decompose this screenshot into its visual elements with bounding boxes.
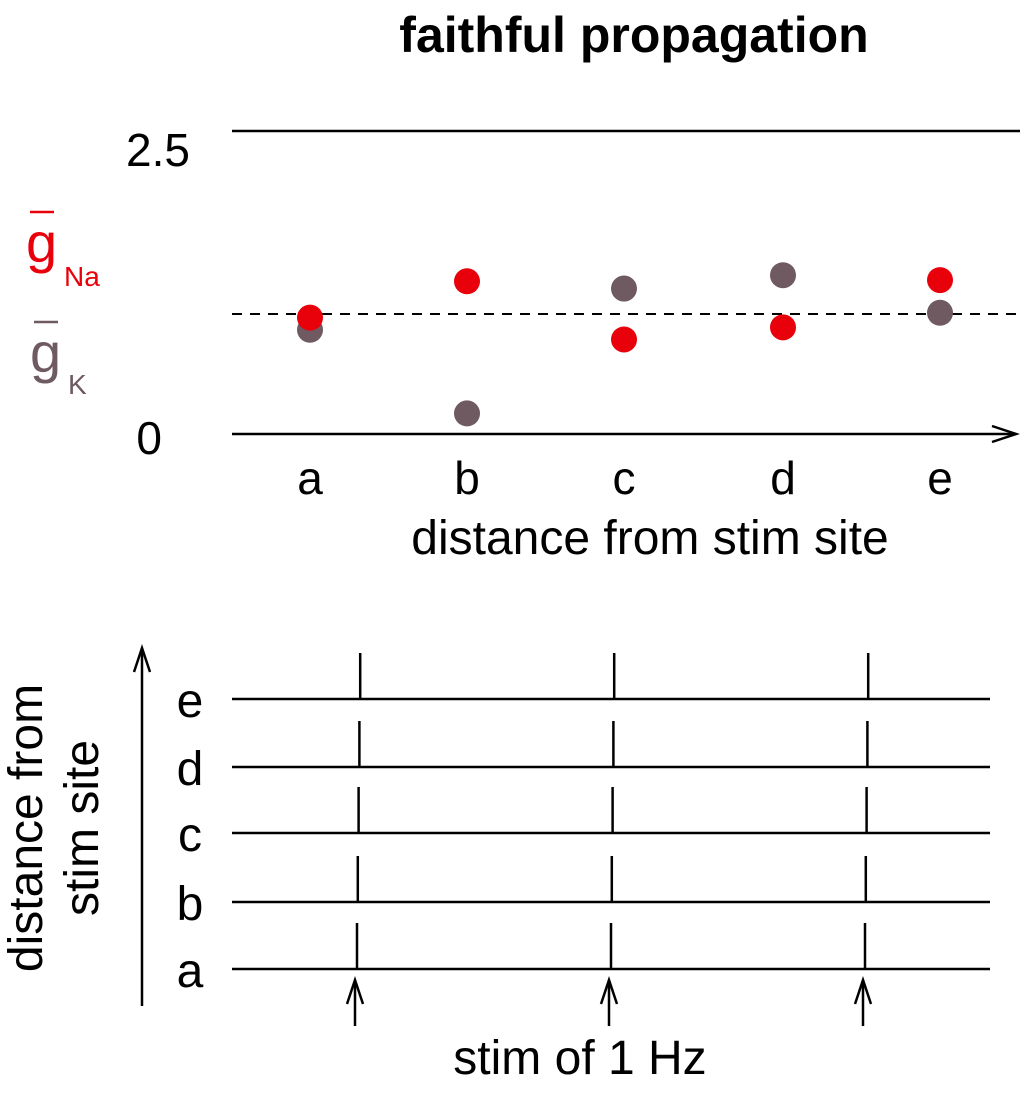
row-label-c: c: [178, 809, 202, 862]
row-label-a: a: [177, 945, 204, 998]
point-gna-a: [297, 304, 323, 331]
x-tick-label: c: [613, 452, 636, 504]
y-tick-bottom: 0: [136, 412, 162, 464]
top-chart: 2.5 0 g Na g K a b c d e distance from stim …: [26, 124, 1020, 565]
point-gna-c: [611, 326, 637, 353]
data-points: [297, 262, 953, 427]
row-label-d: d: [177, 743, 204, 796]
row-label-e: e: [177, 675, 204, 728]
x-axis-label: distance from stim site: [411, 512, 888, 565]
x-tick-label: b: [454, 452, 480, 504]
row-label-b: b: [177, 878, 204, 931]
point-gna-e: [927, 267, 953, 294]
point-gk-b: [454, 400, 480, 427]
gna-label: g: [26, 211, 57, 274]
legend-gna: g Na: [26, 210, 100, 292]
x-tick-labels: a b c d e: [297, 452, 953, 504]
y-tick-top: 2.5: [126, 124, 190, 176]
point-gk-d: [770, 262, 796, 289]
point-gna-d: [770, 314, 796, 341]
gna-subscript: Na: [64, 261, 100, 292]
gk-label: g: [30, 321, 61, 384]
chart-title: faithful propagation: [399, 7, 868, 63]
x-axis-label-stim: stim of 1 Hz: [453, 1032, 706, 1085]
point-gk-c: [611, 275, 637, 302]
gk-subscript: K: [68, 369, 87, 400]
point-gk-e: [927, 299, 953, 326]
x-tick-label: a: [297, 452, 323, 504]
point-gna-b: [454, 268, 480, 295]
x-tick-label: d: [770, 452, 796, 504]
y-axis-label-line2: stim site: [56, 740, 109, 916]
y-axis-label-line1: distance from: [0, 684, 53, 972]
legend-gk: g K: [30, 320, 87, 400]
x-tick-label: e: [927, 452, 953, 504]
stimulus-arrows: [345, 976, 873, 1026]
